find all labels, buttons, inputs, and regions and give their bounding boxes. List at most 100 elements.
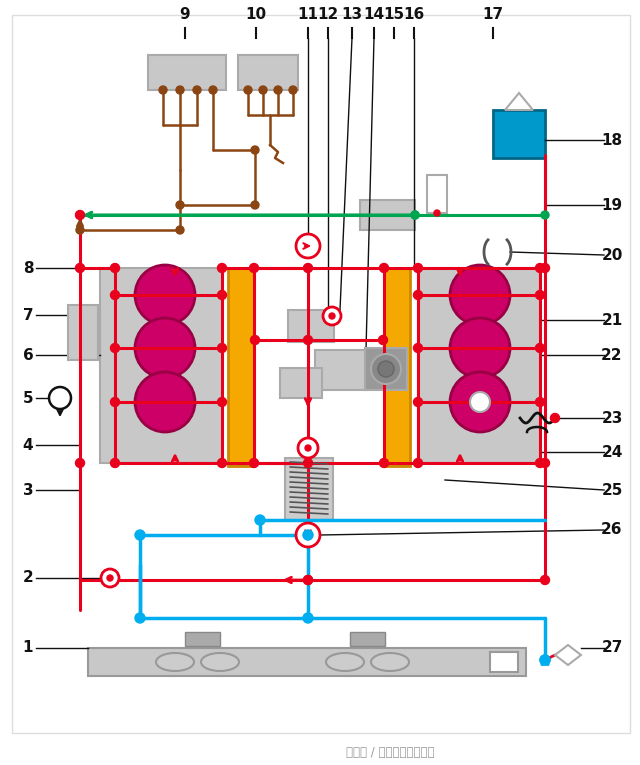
- Bar: [384, 268, 410, 466]
- Text: 21: 21: [602, 312, 623, 327]
- Circle shape: [303, 263, 312, 272]
- Circle shape: [541, 575, 550, 584]
- Circle shape: [111, 291, 120, 300]
- Text: 5: 5: [22, 390, 33, 405]
- Circle shape: [76, 210, 84, 220]
- Circle shape: [76, 211, 84, 219]
- Circle shape: [541, 263, 550, 272]
- Circle shape: [371, 354, 401, 384]
- Circle shape: [434, 210, 440, 216]
- Circle shape: [250, 458, 259, 467]
- Circle shape: [305, 445, 311, 451]
- Circle shape: [176, 226, 184, 234]
- Circle shape: [296, 523, 320, 547]
- Circle shape: [303, 530, 313, 540]
- Bar: [350, 632, 385, 646]
- Circle shape: [259, 86, 267, 94]
- Ellipse shape: [326, 653, 364, 671]
- Text: 17: 17: [483, 6, 504, 21]
- Circle shape: [411, 211, 419, 219]
- Circle shape: [470, 392, 490, 412]
- Circle shape: [218, 291, 227, 300]
- Bar: [365, 348, 407, 390]
- Circle shape: [176, 201, 184, 209]
- Circle shape: [378, 361, 394, 377]
- Circle shape: [536, 458, 545, 467]
- Circle shape: [296, 234, 320, 258]
- Circle shape: [76, 458, 84, 467]
- Bar: [285, 458, 333, 520]
- Text: 20: 20: [602, 248, 623, 262]
- Bar: [490, 652, 518, 672]
- Circle shape: [76, 263, 84, 272]
- Circle shape: [303, 336, 312, 344]
- Bar: [148, 55, 226, 90]
- Circle shape: [380, 263, 388, 272]
- Ellipse shape: [201, 653, 239, 671]
- Circle shape: [135, 265, 195, 325]
- Circle shape: [450, 372, 510, 432]
- Circle shape: [218, 458, 227, 467]
- Circle shape: [251, 201, 259, 209]
- Circle shape: [209, 86, 217, 94]
- Circle shape: [303, 575, 312, 584]
- Circle shape: [323, 307, 341, 325]
- Circle shape: [303, 530, 312, 539]
- Bar: [228, 268, 254, 466]
- Circle shape: [218, 263, 227, 272]
- Circle shape: [159, 86, 167, 94]
- Text: 12: 12: [317, 6, 339, 21]
- Circle shape: [413, 263, 422, 272]
- Circle shape: [413, 398, 422, 406]
- Circle shape: [111, 343, 120, 353]
- Text: 26: 26: [601, 522, 623, 538]
- Text: 14: 14: [364, 6, 385, 21]
- Text: 19: 19: [602, 197, 623, 213]
- Circle shape: [101, 569, 119, 587]
- Circle shape: [303, 458, 312, 467]
- Circle shape: [135, 318, 195, 378]
- Text: 7: 7: [22, 308, 33, 323]
- Text: 23: 23: [602, 411, 623, 425]
- Circle shape: [450, 265, 510, 325]
- Text: 16: 16: [403, 6, 424, 21]
- Circle shape: [49, 387, 71, 409]
- Circle shape: [450, 318, 510, 378]
- Text: 1: 1: [23, 640, 33, 656]
- Text: 15: 15: [383, 6, 404, 21]
- Ellipse shape: [371, 653, 409, 671]
- Text: 9: 9: [180, 6, 190, 21]
- Text: 8: 8: [22, 261, 33, 275]
- Circle shape: [251, 146, 259, 154]
- Bar: [88, 648, 526, 676]
- Polygon shape: [505, 93, 533, 110]
- Circle shape: [540, 655, 550, 665]
- Circle shape: [193, 86, 201, 94]
- Circle shape: [111, 458, 120, 467]
- Circle shape: [411, 211, 419, 219]
- Bar: [493, 110, 545, 158]
- Circle shape: [536, 343, 545, 353]
- Circle shape: [298, 438, 318, 458]
- Text: 10: 10: [245, 6, 267, 21]
- Circle shape: [541, 458, 550, 467]
- Text: 6: 6: [22, 347, 33, 363]
- Bar: [185, 632, 220, 646]
- Ellipse shape: [156, 653, 194, 671]
- Text: 27: 27: [602, 640, 623, 656]
- Bar: [280, 368, 322, 398]
- Circle shape: [135, 613, 145, 623]
- Circle shape: [250, 263, 259, 272]
- Bar: [418, 268, 540, 463]
- Text: 11: 11: [298, 6, 319, 21]
- Circle shape: [289, 86, 297, 94]
- Text: 3: 3: [22, 483, 33, 497]
- Circle shape: [111, 263, 120, 272]
- Bar: [288, 310, 334, 342]
- Text: 18: 18: [602, 132, 623, 148]
- Text: 4: 4: [22, 438, 33, 453]
- Circle shape: [550, 414, 559, 422]
- Circle shape: [255, 515, 265, 525]
- Circle shape: [111, 398, 120, 406]
- Text: 13: 13: [341, 6, 363, 21]
